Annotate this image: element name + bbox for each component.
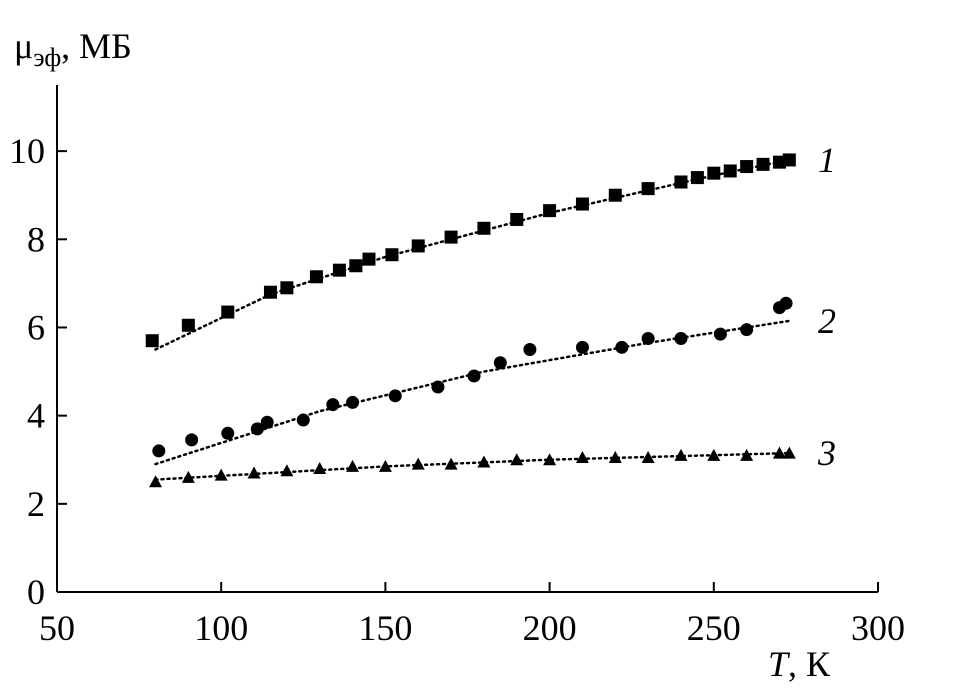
point-series-2-16 [674,332,688,345]
point-series-2-3 [250,422,264,436]
point-series-1-2 [221,305,235,319]
point-series-3-5 [313,462,327,475]
point-series-2-11 [493,356,507,370]
x-axis-title: T, К [768,644,831,684]
point-series-3-15 [641,451,655,464]
y-tick-label-3: 6 [27,307,45,347]
point-series-3-18 [740,448,754,461]
point-series-1-11 [444,230,458,244]
x-axis-title-unit: , К [788,644,831,684]
point-series-3-19 [772,446,786,459]
axes [56,85,878,593]
point-series-1-22 [740,160,754,174]
point-series-1-3 [263,285,277,299]
point-series-2-17 [713,327,727,341]
point-series-3-1 [181,470,195,483]
point-series-2-18 [740,323,754,337]
point-series-1-4 [280,281,294,295]
point-series-1-25 [782,153,796,167]
y-tick-label-5: 10 [9,131,45,171]
point-series-1-5 [309,270,323,284]
y-axis-title-unit: , МБ [61,26,132,66]
point-series-1-8 [362,252,376,266]
point-series-3-6 [346,459,360,472]
point-series-2-8 [388,389,402,403]
fit-line-series-2 [154,319,791,466]
ticks: 50 100 150 200 250 300 0 2 4 6 8 10 [9,131,905,648]
point-series-1-13 [510,212,524,226]
y-axis-title-main: μ [14,26,33,66]
point-series-2-9 [431,380,445,394]
point-series-2-0 [152,444,166,458]
point-series-3-13 [575,451,589,464]
point-series-2-10 [467,369,481,383]
x-tick-label-5: 300 [851,608,905,648]
point-series-3-10 [477,455,491,468]
point-series-1-19 [690,171,704,185]
fit-lines [154,158,791,481]
x-tick-label-3: 200 [523,608,577,648]
y-axis-title: μэф, МБ [14,26,132,72]
point-series-1-9 [385,248,399,262]
point-series-1-14 [543,204,557,218]
point-series-2-1 [185,433,199,447]
point-series-1-6 [332,263,346,277]
x-tick-label-1: 100 [194,608,248,648]
y-tick-label-4: 8 [27,219,45,259]
point-series-1-12 [477,221,491,235]
point-series-2-14 [615,340,629,354]
series-label-3: 3 [817,433,836,473]
point-series-1-1 [181,318,195,332]
point-series-1-18 [674,175,688,189]
point-series-1-10 [411,239,425,253]
fit-line-series-3 [154,451,791,481]
point-series-2-7 [346,395,360,409]
series-label-1: 1 [818,140,836,180]
point-series-3-12 [543,453,557,466]
x-tick-label-4: 250 [687,608,741,648]
data-markers [145,153,796,488]
point-series-2-5 [296,413,310,427]
point-series-2-20 [779,296,793,310]
point-series-1-0 [145,334,159,348]
point-series-3-2 [214,468,228,481]
point-series-3-9 [444,457,458,470]
point-series-3-0 [149,475,163,488]
point-series-2-12 [523,343,537,357]
point-series-3-11 [510,453,524,466]
point-series-3-3 [247,466,261,479]
fit-line-series-1 [154,158,791,351]
point-series-1-15 [575,197,589,211]
y-tick-label-1: 2 [27,484,45,524]
y-tick-label-0: 0 [27,572,45,612]
x-axis-title-variable: T [768,644,791,684]
x-tick-label-2: 150 [358,608,412,648]
point-series-2-2 [221,426,235,440]
point-series-3-14 [608,451,622,464]
point-series-3-8 [411,457,425,470]
point-series-2-13 [575,340,589,354]
point-series-3-7 [378,459,392,472]
x-tick-label-0: 50 [39,608,75,648]
point-series-1-24 [772,155,786,169]
series-label-2: 2 [818,301,836,341]
point-series-3-16 [674,448,688,461]
series-labels: 1 2 3 [817,140,836,473]
point-series-2-6 [326,398,340,412]
point-series-3-17 [707,448,721,461]
point-series-1-21 [723,164,737,178]
point-series-1-7 [349,259,363,273]
point-series-1-23 [756,157,770,171]
point-series-2-4 [260,415,274,429]
point-series-3-20 [782,446,796,459]
point-series-1-16 [608,188,622,202]
y-tick-label-2: 4 [27,396,45,436]
point-series-1-20 [707,166,721,180]
point-series-3-4 [280,464,294,477]
point-series-1-17 [641,182,655,196]
point-series-2-15 [641,332,655,345]
y-axis-title-subscript: эф [33,43,61,72]
